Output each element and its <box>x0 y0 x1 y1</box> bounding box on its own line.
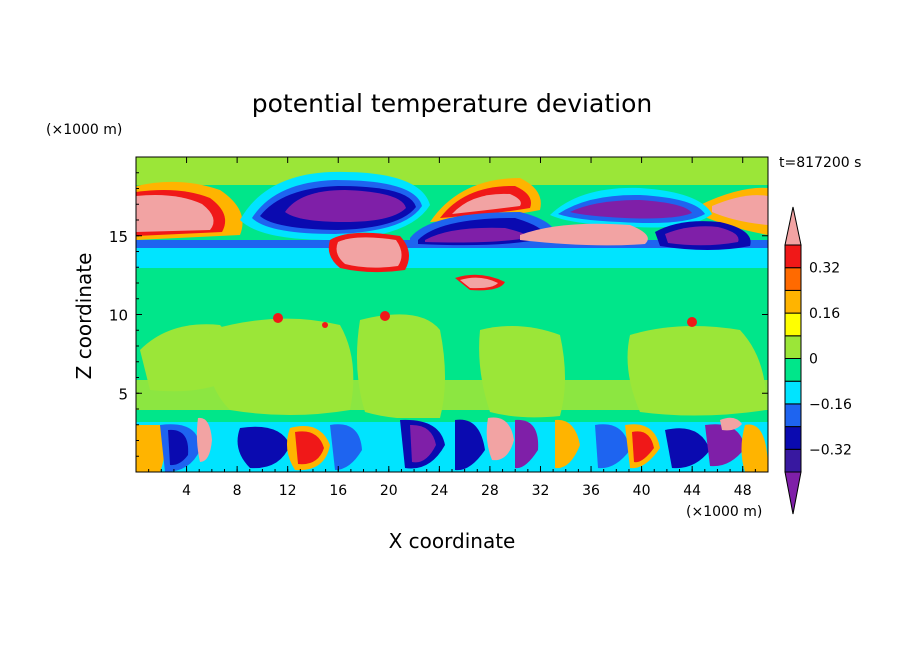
colorbar-segment <box>784 312 802 337</box>
colorbar-segment <box>784 358 802 382</box>
colorbar-label: −0.16 <box>809 397 852 413</box>
x-tick-label: 16 <box>329 483 347 499</box>
x-tick-label: 32 <box>532 483 550 499</box>
bl-purple-5 <box>515 419 539 469</box>
warm-blob-left-pink <box>336 237 402 268</box>
cold-lens-mid-purple <box>425 227 529 243</box>
y-tick-label: 5 <box>118 385 128 403</box>
bl-orange-6 <box>555 419 580 469</box>
colorbar-lower-triangle <box>784 471 802 515</box>
x-tick-label: 20 <box>380 483 398 499</box>
y-ticks: 5 10 15 <box>109 172 768 457</box>
cold-lens-far-right-purple <box>665 226 739 246</box>
colorbar-segment <box>784 289 802 314</box>
x-tick-label: 8 <box>233 483 242 499</box>
colorbar-segment <box>784 403 802 428</box>
y-unit-label: (×1000 m) <box>46 122 122 138</box>
bl-pink-center <box>486 417 514 461</box>
upper-middle-pink-region <box>452 193 521 214</box>
contour-field <box>136 157 768 472</box>
upper-yellow-green-band <box>136 157 768 185</box>
colorbar-label: 0 <box>809 352 818 368</box>
colorbar-segment <box>784 448 802 473</box>
x-unit-label: (×1000 m) <box>686 504 762 520</box>
colorbar-upper-triangle <box>784 206 802 246</box>
x-tick-label: 4 <box>182 483 191 499</box>
bl-warm-left <box>136 425 165 472</box>
bl-navy-4 <box>455 419 485 471</box>
upper-right-pink-region <box>712 195 768 225</box>
bl-blue-7 <box>595 424 630 469</box>
bl-red-8 <box>632 431 654 463</box>
colorbar-segment <box>784 426 802 450</box>
bl-navy-9 <box>665 428 710 469</box>
cold-lens-right-purple <box>570 200 692 219</box>
chart-title: potential temperature deviation <box>252 89 652 118</box>
bl-red-1 <box>295 431 324 465</box>
y-axis-label: Z coordinate <box>72 253 96 380</box>
bl-pink-right <box>720 417 742 431</box>
upper-left-pink-region <box>136 195 214 232</box>
bl-purple-left <box>168 429 189 466</box>
bl-purple-10 <box>705 424 745 467</box>
bl-blue-2 <box>330 424 362 470</box>
eddy-1 <box>273 313 283 323</box>
bl-warm-right <box>741 424 768 472</box>
y-tick-label: 15 <box>109 228 128 246</box>
boundary-layer-green <box>136 418 768 422</box>
colorbar-segment <box>784 244 802 269</box>
colorbar-label: 0.16 <box>809 306 840 322</box>
time-label: t=817200 s <box>779 155 861 171</box>
eddy-4 <box>322 322 328 328</box>
eddy-2 <box>380 311 390 321</box>
x-ticks: 4 8 12 16 20 24 28 32 36 40 44 48 <box>148 157 756 499</box>
colorbar-label: 0.32 <box>809 261 840 277</box>
x-tick-label: 44 <box>683 483 701 499</box>
bl-navy-center-left <box>237 426 290 469</box>
x-tick-label: 12 <box>279 483 297 499</box>
colorbar-segment <box>784 335 802 359</box>
x-tick-label: 24 <box>430 483 448 499</box>
x-tick-label: 48 <box>734 483 752 499</box>
bl-pink-left <box>196 417 212 462</box>
bl-purple-3 <box>410 424 436 463</box>
colorbar-segment <box>784 380 802 405</box>
x-tick-label: 40 <box>633 483 651 499</box>
warm-blob-tail-pink <box>460 277 498 289</box>
cold-lens-left-purple <box>285 190 406 222</box>
x-axis-label: X coordinate <box>389 529 516 553</box>
y-tick-label: 10 <box>109 307 128 325</box>
x-tick-label: 36 <box>582 483 600 499</box>
colorbar-label: −0.32 <box>809 442 852 458</box>
colorbar: 0.32 0.16 0 −0.16 −0.32 <box>784 206 852 515</box>
eddy-3 <box>687 317 697 327</box>
cyan-band <box>136 246 768 268</box>
mid-patch-baseline <box>136 380 768 410</box>
colorbar-segment <box>784 267 802 291</box>
warm-blob-center-pink <box>520 223 648 246</box>
x-tick-label: 28 <box>481 483 499 499</box>
